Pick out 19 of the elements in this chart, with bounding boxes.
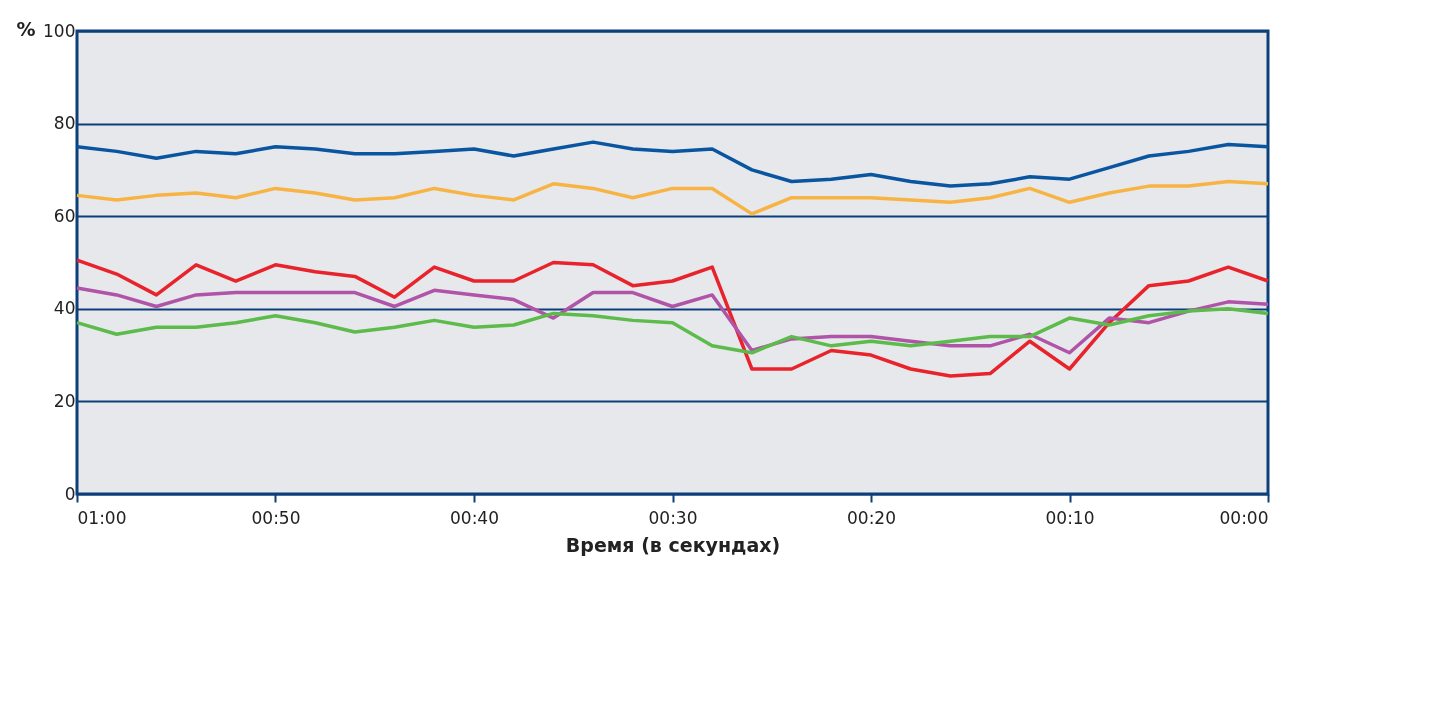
x-tick-label: 00:00 <box>1219 507 1269 528</box>
y-tick-label: 60 <box>53 205 76 226</box>
x-axis-title: Время (в секундах) <box>565 533 781 556</box>
x-tick-label: 00:10 <box>1045 507 1095 528</box>
y-tick-label: 0 <box>64 483 76 504</box>
y-tick-label: 100 <box>43 20 76 41</box>
x-tick-label: 00:40 <box>450 507 499 528</box>
x-tick-label: 00:20 <box>847 507 896 528</box>
line-series <box>75 258 1270 378</box>
y-tick-label: 80 <box>53 113 76 134</box>
y-tick-label: 20 <box>53 390 76 411</box>
y-axis-title: % <box>16 17 36 40</box>
y-tick-label: 40 <box>53 298 76 319</box>
line-series <box>75 307 1270 355</box>
x-tick-label: 01:00 <box>77 507 127 528</box>
x-tick-label: 00:50 <box>251 507 301 528</box>
x-tick-label: 00:30 <box>648 507 698 528</box>
line-series <box>75 179 1270 216</box>
line-series <box>75 140 1270 188</box>
